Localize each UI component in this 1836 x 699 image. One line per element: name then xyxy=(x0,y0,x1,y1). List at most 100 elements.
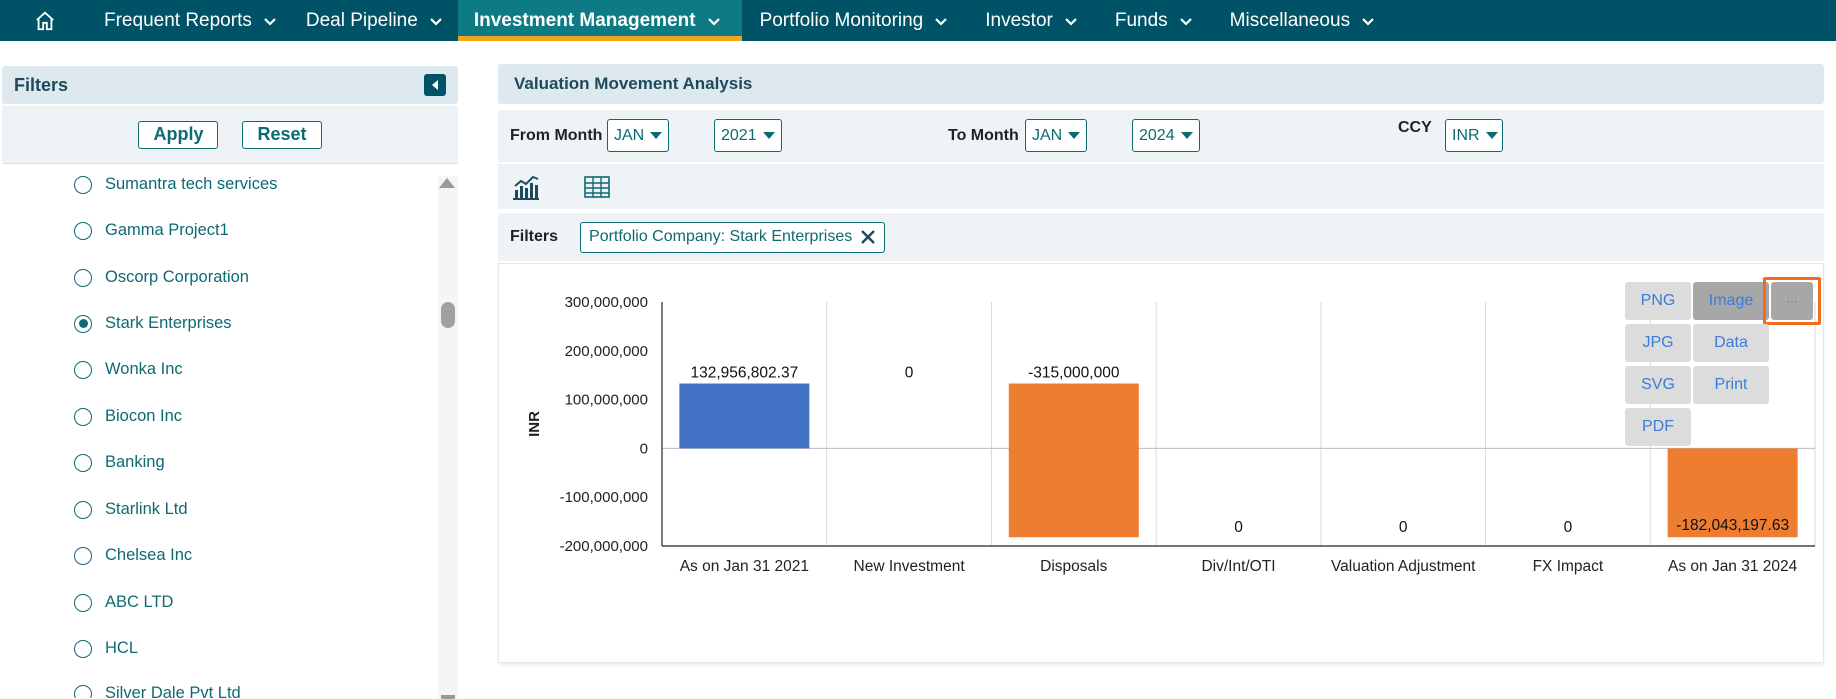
nav-label: Investor xyxy=(985,9,1053,31)
list-item-label: Sumantra tech services xyxy=(105,175,278,193)
export-pdf-button[interactable]: PDF xyxy=(1625,408,1691,446)
nav-investor[interactable]: Investor xyxy=(963,0,1093,41)
radio-button[interactable] xyxy=(74,175,92,194)
close-icon[interactable] xyxy=(860,229,876,245)
bar xyxy=(679,383,810,449)
table-view-icon[interactable] xyxy=(584,175,610,198)
radio-button[interactable] xyxy=(74,360,92,379)
main-panel: Valuation Movement Analysis From Month J… xyxy=(498,64,1824,698)
x-tick-label: As on Jan 31 2024 xyxy=(1668,558,1798,575)
list-item[interactable]: Gamma Project1 xyxy=(74,221,229,240)
nav-portfolio-monitoring[interactable]: Portfolio Monitoring xyxy=(742,0,964,41)
data-label: 132,956,802.37 xyxy=(690,365,798,382)
select-value: INR xyxy=(1452,126,1480,144)
select-value: JAN xyxy=(614,126,645,144)
list-item[interactable]: Biocon Inc xyxy=(74,407,182,426)
radio-button[interactable] xyxy=(74,268,92,287)
view-toggle-bar xyxy=(498,164,1824,209)
filters-title: Filters xyxy=(14,74,69,95)
list-item[interactable]: ABC LTD xyxy=(74,593,173,612)
scroll-up-arrow-icon[interactable] xyxy=(439,178,455,188)
nav-investment-management[interactable]: Investment Management xyxy=(457,0,742,41)
radio-button[interactable] xyxy=(74,453,92,472)
export-png-button[interactable]: PNG xyxy=(1625,282,1691,320)
data-label: 0 xyxy=(1564,519,1573,536)
nav-label: Miscellaneous xyxy=(1229,9,1351,31)
caret-down-icon xyxy=(1485,132,1498,139)
list-item-label: Silver Dale Pvt Ltd xyxy=(105,684,241,698)
nav-label: Funds xyxy=(1114,9,1168,31)
apply-button[interactable]: Apply xyxy=(138,120,219,149)
more-options-button[interactable]: ··· xyxy=(1771,282,1813,320)
nav-label: Investment Management xyxy=(473,9,696,31)
list-item[interactable]: Wonka Inc xyxy=(74,360,183,379)
export-image-button[interactable]: Image xyxy=(1693,282,1769,320)
period-controls: From Month JAN 2021 To Month JAN 2024 CC… xyxy=(498,110,1824,162)
scrollbar-thumb[interactable] xyxy=(441,302,455,328)
chevron-down-icon xyxy=(264,17,276,26)
radio-button[interactable] xyxy=(74,500,92,519)
radio-button[interactable] xyxy=(74,407,92,426)
nav-label: Deal Pipeline xyxy=(305,9,418,31)
radio-button[interactable] xyxy=(74,221,92,240)
scroll-down-arrow-icon[interactable] xyxy=(441,695,455,699)
export-data-button[interactable]: Data xyxy=(1693,324,1769,362)
nav-miscellaneous[interactable]: Miscellaneous xyxy=(1208,0,1390,41)
list-item[interactable]: Oscorp Corporation xyxy=(74,268,249,287)
filter-actions: Apply Reset xyxy=(2,106,458,164)
nav-deal-pipeline[interactable]: Deal Pipeline xyxy=(292,0,458,41)
x-tick-label: New Investment xyxy=(854,558,966,575)
export-jpg-button[interactable]: JPG xyxy=(1625,324,1691,362)
list-item[interactable]: Stark Enterprises xyxy=(74,314,232,333)
data-label: 0 xyxy=(1399,519,1408,536)
select-value: 2024 xyxy=(1139,126,1175,144)
list-item-label: Biocon Inc xyxy=(105,407,183,425)
collapse-sidebar-button[interactable] xyxy=(424,74,446,96)
chevron-down-icon xyxy=(1362,17,1374,26)
x-tick-label: Valuation Adjustment xyxy=(1331,558,1476,575)
list-item-label: Banking xyxy=(105,453,165,471)
caret-down-icon xyxy=(1180,132,1193,139)
nav-frequent-reports[interactable]: Frequent Reports xyxy=(90,0,292,41)
radio-button[interactable] xyxy=(74,639,92,658)
radio-button[interactable] xyxy=(74,684,92,698)
y-tick-label: -100,000,000 xyxy=(560,489,648,506)
data-label: 0 xyxy=(905,365,914,382)
list-item-label: Gamma Project1 xyxy=(105,221,229,239)
to-month-label: To Month xyxy=(948,127,1019,144)
valuation-chart: 300,000,000 200,000,000 100,000,000 0 -100,0… xyxy=(526,294,1816,575)
chevron-down-icon xyxy=(1065,17,1077,26)
list-item[interactable]: HCL xyxy=(74,639,138,658)
list-item[interactable]: Silver Dale Pvt Ltd xyxy=(74,684,241,698)
filter-chip-label: Portfolio Company: Stark Enterprises xyxy=(589,228,853,245)
caret-down-icon xyxy=(1068,132,1081,139)
from-year-select[interactable]: 2021 xyxy=(714,119,782,152)
print-button[interactable]: Print xyxy=(1693,366,1769,404)
sidebar-scrollbar[interactable] xyxy=(438,176,458,698)
chevron-down-icon xyxy=(707,17,720,26)
filter-chip[interactable]: Portfolio Company: Stark Enterprises xyxy=(580,221,886,253)
from-month-select[interactable]: JAN xyxy=(607,119,669,152)
radio-button-selected[interactable] xyxy=(74,314,92,333)
chart-view-icon[interactable] xyxy=(512,174,540,200)
caret-left-icon xyxy=(432,80,438,90)
list-item[interactable]: Sumantra tech services xyxy=(74,175,277,194)
data-label: -315,000,000 xyxy=(1028,365,1120,382)
to-year-select[interactable]: 2024 xyxy=(1132,119,1200,152)
list-item[interactable]: Chelsea Inc xyxy=(74,546,192,565)
to-month-select[interactable]: JAN xyxy=(1025,119,1087,152)
radio-button[interactable] xyxy=(74,546,92,565)
from-month-label: From Month xyxy=(510,127,603,144)
list-item[interactable]: Banking xyxy=(74,453,165,472)
nav-funds[interactable]: Funds xyxy=(1093,0,1208,41)
reset-button[interactable]: Reset xyxy=(242,120,322,149)
caret-down-icon xyxy=(762,132,775,139)
export-svg-button[interactable]: SVG xyxy=(1625,366,1691,404)
list-item-label: Stark Enterprises xyxy=(105,314,232,332)
radio-button[interactable] xyxy=(74,593,92,612)
ccy-select[interactable]: INR xyxy=(1445,119,1503,152)
highlight-box xyxy=(1763,277,1821,325)
list-item-label: HCL xyxy=(105,639,139,657)
list-item[interactable]: Starlink Ltd xyxy=(74,500,188,519)
home-button[interactable] xyxy=(0,0,90,41)
